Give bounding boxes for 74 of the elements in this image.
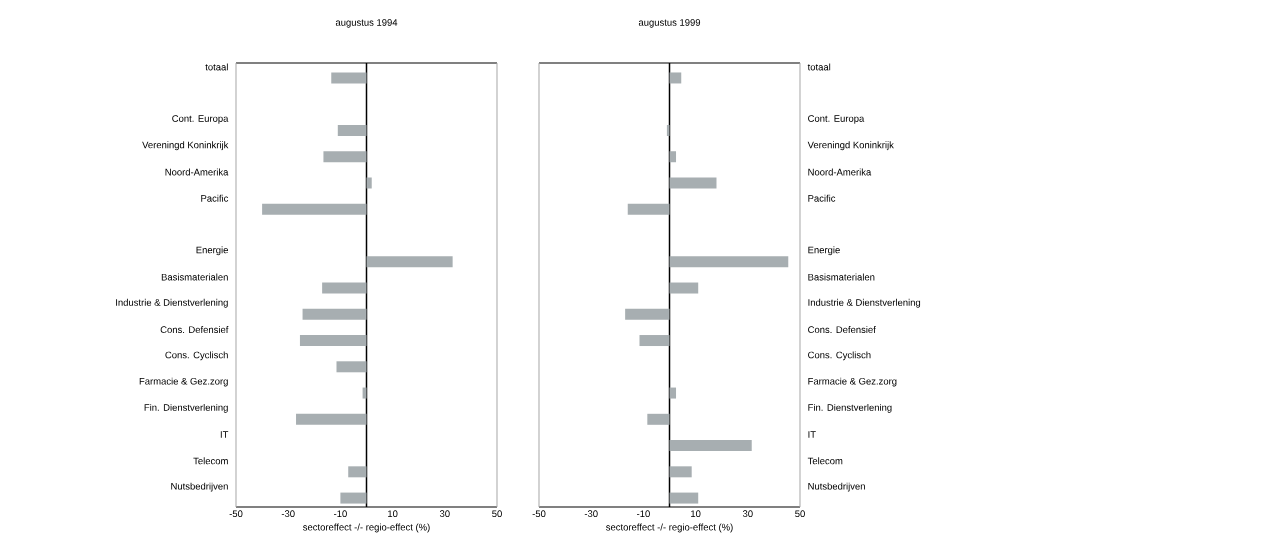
y-tick-label: Cons. Cyclisch [165,351,228,361]
y-tick-label: IT [808,431,816,438]
y-tick-label: IT [220,431,229,438]
bar [299,335,367,347]
y-tick-label: Nutsbedrijven [808,482,865,492]
bar [669,466,692,478]
chart-title: augustus 1999 [638,19,701,28]
x-tick-label: -30 [281,510,295,518]
bar [669,492,699,504]
bar [669,72,682,84]
y-tick-label: Nutsbedrijven [171,482,228,492]
x-tick-label: -50 [229,510,243,518]
bar [669,440,752,452]
bar [296,413,367,425]
bar [669,256,789,268]
x-tick-label: 50 [795,510,805,518]
y-tick-label: Energie [196,246,228,256]
y-tick-label: Cons. Cyclisch [808,351,871,361]
y-tick-label: Industrie & Dienstverlening [808,298,921,308]
y-tick-label: Vereningd Koninkrijk [142,141,229,151]
bar [331,72,367,84]
y-tick-label: totaal [807,63,831,71]
bar [669,177,717,189]
bar [627,203,670,215]
x-tick-label: -30 [584,510,598,518]
x-axis-title: sectoreffect -/- regio-effect (%) [606,523,733,533]
y-tick-label: Cons. Defensief [160,326,229,334]
bar [362,387,367,399]
bar [366,256,453,268]
bar [669,282,699,294]
y-tick-label: Cont. Europa [172,115,229,124]
x-tick-label: 30 [742,510,753,518]
bar [337,124,367,136]
bar [625,308,670,320]
bar [639,335,670,347]
bar [669,387,677,399]
bar [647,413,670,425]
bar [262,203,367,215]
x-tick-label: -10 [636,510,650,518]
y-tick-label: Pacific [808,194,836,202]
y-tick-label: Cont. Europa [808,115,865,124]
bar [336,361,367,373]
y-tick-label: Pacific [201,194,229,202]
y-tick-label: Telecom [807,457,843,465]
y-tick-label: Cons. Defensief [808,326,876,334]
y-tick-label: Basismaterialen [161,273,228,281]
y-tick-label: Fin. Dienstverlening [144,403,228,413]
bar [323,151,367,163]
y-tick-label: Farmacie & Gez.zorg [808,377,897,387]
x-tick-label: 50 [492,510,502,518]
y-tick-label: Energie [808,246,840,256]
y-tick-label: Fin. Dienstverlening [808,403,892,413]
bar [302,308,367,320]
bar [666,124,670,136]
bar [322,282,367,294]
y-tick-label: Industrie & Dienstverlening [116,298,228,308]
y-tick-label: Noord-Amerika [165,168,229,176]
x-tick-label: -10 [333,510,347,518]
y-tick-label: Farmacie & Gez.zorg [139,377,228,387]
y-tick-label: Telecom [193,457,228,465]
x-tick-label: -50 [532,510,546,518]
bar [366,177,372,189]
y-tick-label: totaal [205,63,228,71]
x-tick-label: 30 [439,510,450,518]
x-tick-label: 10 [691,510,701,518]
chart-title: augustus 1994 [335,19,398,28]
y-tick-label: Vereningd Koninkrijk [807,141,894,151]
x-tick-label: 10 [388,510,398,518]
bar [348,466,367,478]
y-tick-label: Basismaterialen [808,273,875,281]
bar [669,151,677,163]
bar [340,492,367,504]
y-tick-label: Noord-Amerika [808,168,872,176]
x-axis-title: sectoreffect -/- regio-effect (%) [303,523,430,533]
